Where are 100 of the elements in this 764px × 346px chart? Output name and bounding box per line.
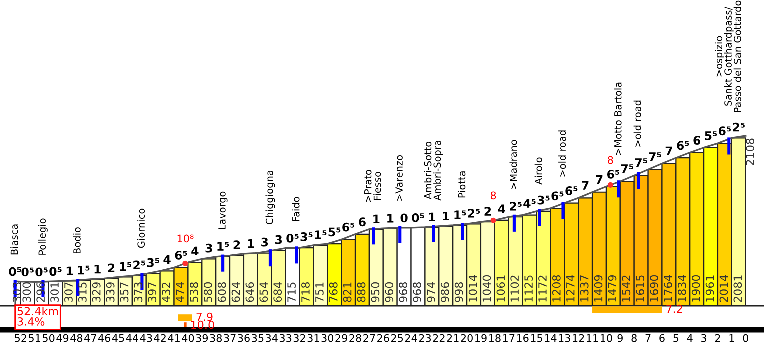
x-tick-label: 3 bbox=[702, 334, 707, 342]
annotation: 0 bbox=[400, 214, 408, 223]
annotation: 4⁵ bbox=[524, 199, 536, 208]
data-label: 1102 bbox=[510, 276, 520, 302]
data-label: 373 bbox=[134, 282, 143, 302]
annotation: 2 bbox=[484, 207, 492, 216]
x-tick-label: 29 bbox=[336, 334, 348, 342]
annotation: 0⁵ bbox=[9, 267, 22, 276]
annotation: 8 bbox=[490, 192, 496, 200]
x-tick-label: 32 bbox=[294, 334, 306, 342]
annotation: Pollegio bbox=[38, 218, 48, 255]
annotation: 10.0 bbox=[192, 320, 214, 330]
data-label: 1125 bbox=[524, 276, 534, 302]
annotation: 6 bbox=[694, 136, 701, 146]
data-label: 315 bbox=[78, 282, 87, 302]
annotation: >Varenzo bbox=[396, 155, 403, 201]
data-label: 300 bbox=[22, 282, 32, 302]
annotation: >Prato Fiesso bbox=[364, 170, 382, 202]
x-tick-label: 43 bbox=[140, 334, 152, 342]
annotation: 7 bbox=[582, 181, 589, 190]
x-tick-label: 15 bbox=[531, 334, 542, 342]
annotation: >old road bbox=[558, 130, 566, 177]
data-label: 1014 bbox=[468, 275, 478, 302]
annotation: Lavorgo bbox=[218, 192, 228, 230]
data-label: 1274 bbox=[566, 275, 575, 302]
x-tick-label: 49 bbox=[56, 334, 69, 342]
annotation: 6⁵ bbox=[566, 186, 578, 196]
data-label: 654 bbox=[260, 282, 268, 302]
x-tick-label: 9 bbox=[618, 334, 623, 342]
annotation: 1⁵ bbox=[315, 230, 327, 240]
x-tick-label: 17 bbox=[503, 334, 515, 342]
data-label: 1690 bbox=[650, 275, 658, 302]
annotation: 2⁵ bbox=[510, 202, 522, 211]
data-label: 768 bbox=[329, 282, 338, 302]
data-label: 950 bbox=[371, 282, 380, 302]
data-label: 1834 bbox=[678, 275, 686, 302]
annotation: 0⁵ bbox=[286, 234, 299, 243]
x-tick-label: 34 bbox=[266, 334, 278, 342]
annotation: 6 bbox=[359, 218, 366, 227]
annotation: 6⁵ bbox=[342, 222, 355, 232]
x-tick-label: 41 bbox=[168, 334, 180, 342]
data-label: 718 bbox=[302, 282, 310, 302]
annotation: 1 bbox=[248, 240, 254, 248]
data-label: 684 bbox=[274, 282, 282, 302]
x-tick-label: 30 bbox=[322, 334, 334, 342]
annotation: 2⁵ bbox=[468, 208, 480, 218]
x-tick-label: 7 bbox=[646, 334, 651, 342]
annotation: 0⁵ bbox=[22, 268, 34, 277]
annotation: 7.2 bbox=[666, 304, 682, 314]
data-label: 296 bbox=[36, 282, 46, 302]
x-tick-label: 37 bbox=[224, 334, 236, 342]
annotation: 1 bbox=[66, 266, 74, 276]
x-tick-label: 4 bbox=[687, 334, 693, 342]
x-tick-label: 26 bbox=[378, 334, 390, 342]
x-tick-label: 0 bbox=[743, 334, 748, 342]
data-label: 1479 bbox=[608, 276, 617, 302]
data-label: 357 bbox=[120, 282, 129, 302]
data-label: 303 bbox=[12, 282, 22, 302]
annotation: Ambri-Sotto Ambri-Sopra bbox=[424, 141, 443, 201]
data-label: 1542 bbox=[622, 276, 631, 302]
data-label: 821 bbox=[343, 282, 352, 302]
x-tick-label: 45 bbox=[112, 334, 124, 342]
x-tick-label: 35 bbox=[252, 334, 264, 342]
annotation: 3⁵ bbox=[538, 196, 550, 205]
annotation: 0⁵ bbox=[50, 267, 62, 276]
annotation: 6⁵ bbox=[719, 126, 732, 136]
annotation: 2⁵ bbox=[733, 122, 745, 132]
data-label: 974 bbox=[427, 282, 436, 302]
data-label: 307 bbox=[64, 282, 73, 302]
annotation: 6⁵ bbox=[175, 250, 188, 260]
data-label: 624 bbox=[232, 282, 240, 302]
data-label: 1208 bbox=[552, 275, 561, 302]
annotation: 3 bbox=[276, 235, 282, 244]
annotation: 6⁵ bbox=[607, 170, 620, 179]
data-label: 1764 bbox=[664, 275, 672, 302]
x-tick-label: 1 bbox=[730, 334, 734, 342]
data-label: 1061 bbox=[496, 276, 506, 302]
data-label: 432 bbox=[162, 282, 171, 302]
annotation: 1 bbox=[374, 214, 380, 224]
data-label: 646 bbox=[246, 282, 254, 302]
annotation: 3 bbox=[262, 238, 268, 247]
data-label: 960 bbox=[385, 282, 394, 302]
x-tick-label: 28 bbox=[350, 334, 362, 342]
data-label: 968 bbox=[413, 282, 422, 302]
annotation: 52.4km 3.4% bbox=[18, 307, 58, 326]
x-tick-label: 11 bbox=[587, 334, 598, 342]
annotation: 5⁵ bbox=[328, 228, 341, 237]
data-label: 538 bbox=[190, 282, 198, 302]
annotation: Chiggiogna bbox=[266, 171, 276, 225]
annotation: 1 bbox=[94, 265, 101, 274]
annotation: 0⁵ bbox=[36, 268, 48, 277]
x-tick-label: 6 bbox=[660, 334, 665, 342]
annotation: >Madrano bbox=[510, 140, 518, 190]
data-label: 1040 bbox=[482, 275, 492, 302]
data-label: 1961 bbox=[706, 276, 714, 302]
x-tick-label: 12 bbox=[573, 334, 584, 342]
x-tick-label: 8 bbox=[632, 334, 637, 342]
annotation: 7 bbox=[666, 146, 672, 156]
annotation: Giornico bbox=[138, 208, 146, 248]
annotation: 4 bbox=[192, 246, 199, 256]
